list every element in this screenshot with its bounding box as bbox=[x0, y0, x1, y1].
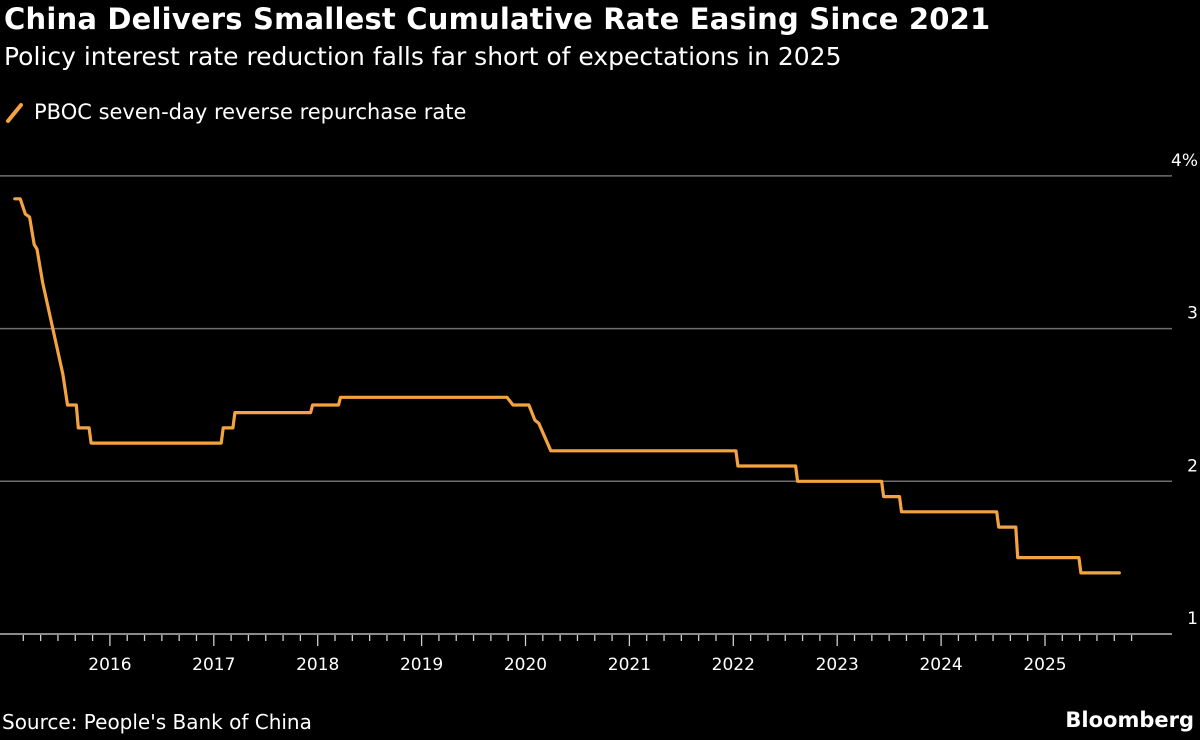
chart-title: China Delivers Smallest Cumulative Rate … bbox=[4, 2, 991, 36]
x-tick-label: 2023 bbox=[816, 655, 859, 675]
chart-subtitle: Policy interest rate reduction falls far… bbox=[4, 42, 842, 71]
legend-label: PBOC seven-day reverse repurchase rate bbox=[34, 100, 467, 124]
x-tick-label: 2017 bbox=[192, 655, 235, 675]
legend: PBOC seven-day reverse repurchase rate bbox=[4, 99, 466, 125]
bloomberg-logo: Bloomberg bbox=[1065, 708, 1194, 732]
series-line bbox=[13, 197, 1121, 575]
y-tick-label: 2 bbox=[1187, 456, 1198, 476]
x-tick-label: 2025 bbox=[1023, 655, 1066, 675]
y-tick-label: 3 bbox=[1187, 304, 1198, 324]
y-tick-label: 4% bbox=[1171, 151, 1198, 171]
x-tick-label: 2024 bbox=[919, 655, 962, 675]
chart-plot: 4% 3 2 1 2016 2017 2018 2019 2020 2021 2022 2023 202… bbox=[0, 151, 1198, 675]
x-tick-label: 2016 bbox=[88, 655, 131, 675]
x-tick-label: 2019 bbox=[400, 655, 443, 675]
x-tick-label: 2018 bbox=[296, 655, 339, 675]
x-tick-label: 2021 bbox=[608, 655, 651, 675]
y-tick-label: 1 bbox=[1187, 609, 1198, 629]
source-note: Source: People's Bank of China bbox=[2, 710, 312, 734]
x-tick-label: 2020 bbox=[504, 655, 547, 675]
legend-line-swatch-icon bbox=[6, 103, 23, 123]
x-tick-label: 2022 bbox=[712, 655, 755, 675]
